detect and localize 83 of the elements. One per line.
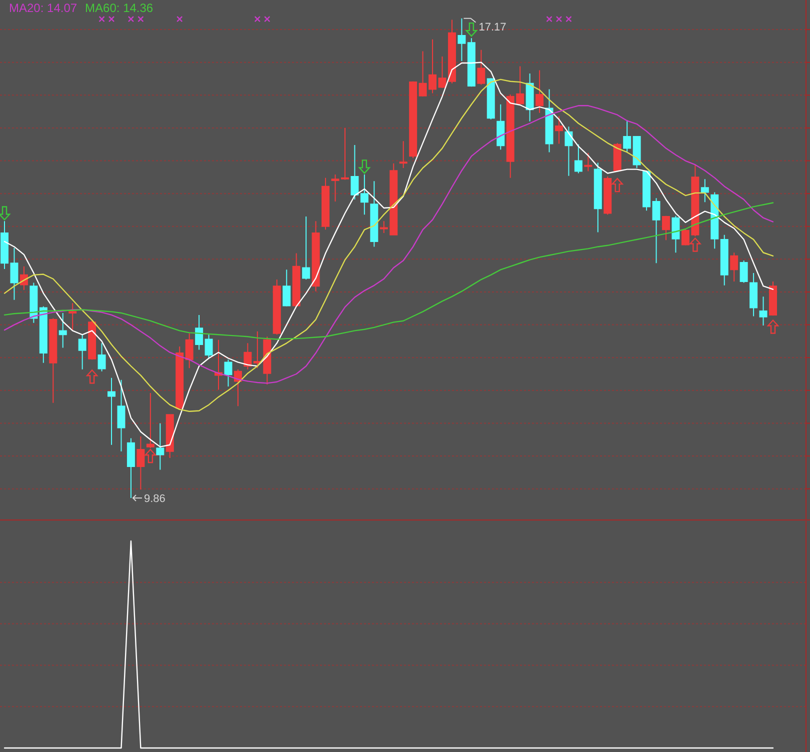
candlestick bbox=[458, 18, 466, 62]
candlestick bbox=[302, 216, 310, 280]
candlestick bbox=[710, 192, 719, 250]
candlestick bbox=[195, 314, 204, 350]
candlestick bbox=[399, 140, 408, 168]
candlestick bbox=[730, 252, 738, 282]
candlestick bbox=[740, 260, 748, 284]
point bbox=[0, 206, 10, 220]
annotation: 17.17 bbox=[478, 21, 506, 34]
point bbox=[612, 178, 623, 192]
candlestick bbox=[584, 152, 592, 172]
text: MA20: 14.07 bbox=[9, 1, 78, 15]
candlestick bbox=[486, 78, 495, 120]
point bbox=[690, 238, 701, 252]
candlestick bbox=[564, 126, 573, 176]
candlestick bbox=[156, 422, 164, 470]
candlestick bbox=[88, 319, 96, 360]
point bbox=[176, 16, 183, 22]
candlestick bbox=[98, 342, 106, 372]
candlestick bbox=[39, 306, 48, 364]
candlestick bbox=[272, 279, 281, 336]
candlestick bbox=[409, 80, 418, 159]
point bbox=[264, 16, 270, 22]
candlestick bbox=[108, 377, 116, 446]
point bbox=[254, 16, 261, 22]
point bbox=[128, 16, 134, 22]
candlestick bbox=[467, 38, 476, 88]
candlestick bbox=[769, 280, 777, 316]
candlestick bbox=[759, 296, 768, 326]
candlestick bbox=[750, 272, 758, 317]
candlestick bbox=[282, 269, 291, 307]
candlestick bbox=[623, 120, 632, 152]
annotation: 9.86 bbox=[144, 492, 166, 505]
point bbox=[86, 370, 98, 384]
candlestick bbox=[370, 180, 378, 248]
candlestick bbox=[68, 302, 77, 331]
point bbox=[108, 16, 115, 22]
candlestick bbox=[166, 414, 174, 458]
candlestick bbox=[49, 318, 58, 404]
candlestick bbox=[526, 73, 534, 122]
point bbox=[556, 16, 562, 22]
candlestick bbox=[613, 142, 622, 172]
point bbox=[566, 16, 572, 22]
candlestick bbox=[78, 334, 86, 370]
candlestick bbox=[176, 346, 184, 410]
point bbox=[546, 16, 552, 22]
candlestick bbox=[30, 282, 38, 324]
candlestick bbox=[224, 359, 232, 387]
text: MA60: 14.36 bbox=[85, 1, 154, 15]
point bbox=[767, 320, 779, 334]
candlestick bbox=[360, 174, 368, 216]
candlestick bbox=[58, 312, 67, 348]
candlestick bbox=[594, 162, 602, 233]
candlestick bbox=[331, 174, 340, 202]
candlestick bbox=[652, 198, 660, 264]
point bbox=[358, 160, 370, 174]
candlestick bbox=[204, 334, 213, 359]
candlestick bbox=[244, 342, 252, 370]
point bbox=[138, 16, 144, 22]
candlestick bbox=[662, 215, 670, 241]
candlestick bbox=[642, 170, 651, 212]
candlestick bbox=[545, 88, 554, 153]
candlestick bbox=[340, 127, 349, 180]
candlestick bbox=[720, 234, 728, 286]
candlestick bbox=[350, 144, 359, 200]
candlestick bbox=[496, 104, 505, 150]
point bbox=[98, 16, 105, 22]
point bbox=[466, 22, 478, 37]
candlestick bbox=[322, 177, 330, 230]
candlestick bbox=[292, 252, 300, 307]
candlestick bbox=[185, 332, 194, 369]
candlestick bbox=[700, 178, 709, 203]
candlestick bbox=[536, 70, 544, 114]
candlestick bbox=[554, 116, 563, 144]
point bbox=[144, 448, 156, 464]
candlestick bbox=[574, 144, 582, 174]
candlestick bbox=[214, 339, 223, 390]
candlestick bbox=[477, 49, 486, 86]
candlestick bbox=[632, 136, 641, 168]
candlestick bbox=[672, 215, 680, 254]
candlestick bbox=[126, 438, 135, 498]
candlestick bbox=[312, 220, 320, 292]
candlestick bbox=[117, 379, 126, 452]
